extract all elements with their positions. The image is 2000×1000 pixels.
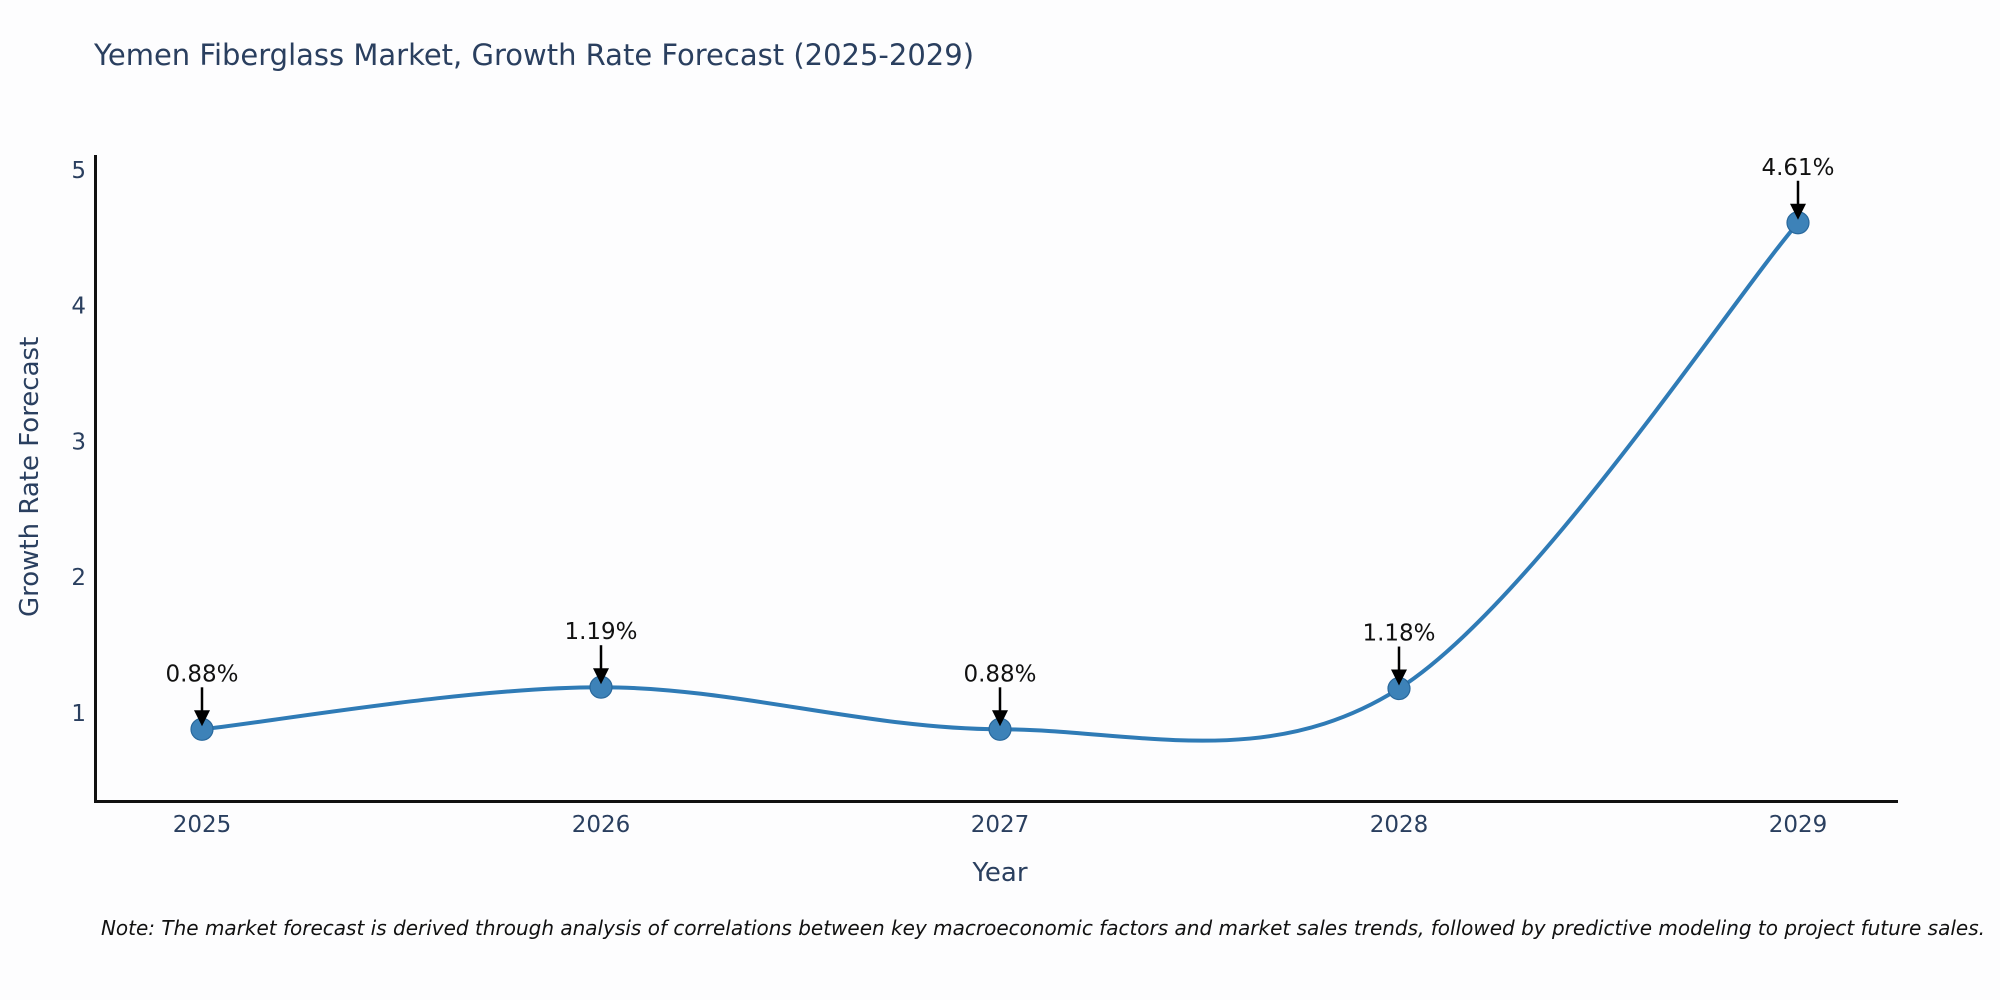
y-tick-label: 5 (71, 158, 86, 184)
chart-title: Yemen Fiberglass Market, Growth Rate For… (94, 38, 975, 72)
x-tick-label: 2025 (173, 812, 232, 838)
x-axis-title: Year (972, 858, 1028, 888)
x-tick-label: 2029 (1769, 812, 1828, 838)
y-axis-title: Growth Rate Forecast (15, 336, 45, 617)
x-tick-label: 2026 (572, 812, 631, 838)
data-point-label: 0.88% (963, 661, 1036, 687)
data-point-label: 1.19% (564, 619, 637, 645)
y-tick-label: 1 (71, 701, 86, 727)
y-tick-label: 3 (71, 429, 86, 455)
annotation-arrowhead-icon (1391, 669, 1407, 686)
forecast-spline (200, 220, 1800, 743)
annotation-arrowhead-icon (194, 710, 210, 727)
annotation-arrowhead-icon (1790, 203, 1806, 220)
footnote: Note: The market forecast is derived thr… (100, 916, 1985, 940)
y-tick-label: 2 (71, 565, 86, 591)
annotation-arrowhead-icon (593, 668, 609, 685)
y-tick-label: 4 (71, 294, 86, 320)
annotation-arrowhead-icon (992, 710, 1008, 727)
data-point-label: 4.61% (1761, 155, 1834, 181)
data-point-label: 0.88% (165, 661, 238, 687)
x-tick-label: 2027 (971, 812, 1030, 838)
x-tick-label: 2028 (1370, 812, 1429, 838)
data-point-label: 1.18% (1362, 621, 1435, 647)
